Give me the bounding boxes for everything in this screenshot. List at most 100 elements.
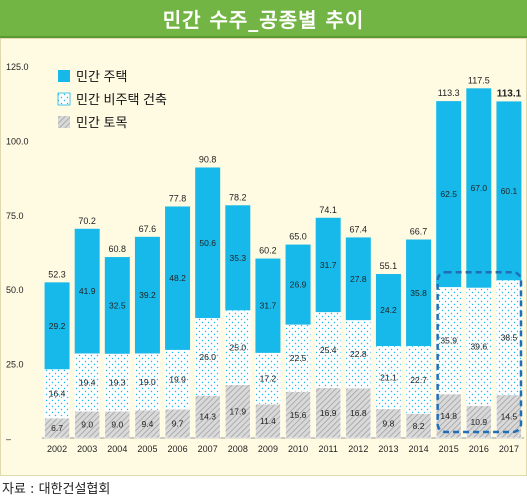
value-label-nonhousing: 19.0	[139, 377, 156, 387]
value-label-housing: 35.3	[230, 253, 247, 263]
bar-housing-2003	[74, 228, 100, 354]
value-label-housing: 41.9	[79, 286, 96, 296]
value-label-nonhousing: 25.0	[230, 343, 247, 353]
total-label: 113.3	[438, 88, 460, 98]
y-tick-label: –	[6, 434, 11, 444]
source-note: 자료 : 대한건설협회	[2, 482, 111, 497]
bar-civil-2006	[164, 408, 191, 439]
value-label-civil: 17.9	[230, 406, 247, 416]
y-tick-label: 50.0	[6, 285, 24, 295]
value-label-housing: 60.1	[501, 186, 518, 196]
bar-civil-2009	[255, 403, 281, 439]
x-tick-label: 2015	[439, 444, 459, 454]
x-tick-label: 2005	[137, 444, 157, 454]
y-tick-label: 75.0	[6, 211, 24, 221]
bar-housing-2014	[406, 239, 432, 347]
value-label-nonhousing: 19.4	[79, 377, 96, 387]
legend-label-housing: 민간 주택	[76, 69, 127, 84]
total-label: 74.1	[319, 205, 337, 215]
bar-nonhousing-2016	[466, 287, 492, 406]
value-label-civil: 6.7	[51, 423, 63, 433]
value-label-nonhousing: 25.4	[320, 345, 337, 355]
value-label-housing: 50.6	[199, 238, 216, 248]
value-label-housing: 29.2	[49, 321, 66, 331]
total-label: 55.1	[380, 261, 398, 271]
bar-civil-2015	[435, 393, 462, 439]
bar-civil-2014	[405, 413, 432, 439]
bar-housing-2009	[255, 258, 281, 353]
value-label-civil: 10.9	[471, 417, 488, 427]
value-label-nonhousing: 38.5	[501, 333, 518, 343]
value-label-nonhousing: 21.1	[380, 372, 397, 382]
value-label-housing: 24.2	[380, 305, 397, 315]
value-label-housing: 67.0	[471, 183, 488, 193]
total-label: 66.7	[410, 227, 428, 237]
value-label-civil: 14.8	[440, 411, 457, 421]
x-tick-label: 2002	[47, 444, 67, 454]
y-tick-label: 100.0	[6, 136, 29, 146]
x-tick-label: 2016	[469, 444, 489, 454]
legend-label-civil: 민간 토목	[76, 115, 127, 130]
bar-housing-2007	[195, 167, 221, 319]
value-label-housing: 39.2	[139, 290, 156, 300]
value-label-civil: 16.8	[350, 408, 367, 418]
bar-nonhousing-2017	[496, 280, 522, 396]
bar-civil-2004	[104, 410, 131, 439]
bar-housing-2006	[165, 206, 191, 350]
value-label-civil: 9.0	[111, 420, 123, 430]
highlight-box	[436, 271, 523, 434]
value-label-nonhousing: 22.8	[350, 349, 367, 359]
legend-label-nonhousing: 민간 비주택 건축	[76, 92, 167, 107]
bar-housing-2008	[225, 205, 251, 311]
bar-nonhousing-2009	[255, 352, 281, 405]
bar-housing-2015	[436, 101, 462, 288]
bar-civil-2005	[134, 409, 161, 439]
bar-housing-2017	[496, 101, 522, 281]
value-label-civil: 9.4	[142, 419, 154, 429]
value-label-nonhousing: 16.4	[49, 389, 66, 399]
total-label: 67.6	[139, 224, 157, 234]
x-tick-label: 2008	[228, 444, 248, 454]
x-tick-label: 2012	[348, 444, 368, 454]
bar-nonhousing-2008	[225, 310, 251, 385]
x-tick-label: 2006	[168, 444, 188, 454]
value-label-civil: 14.5	[501, 411, 518, 421]
value-label-housing: 31.7	[320, 260, 337, 270]
x-tick-label: 2007	[198, 444, 218, 454]
bar-nonhousing-2010	[285, 324, 311, 392]
bar-housing-2002	[44, 282, 70, 370]
bar-housing-2011	[315, 217, 341, 313]
value-label-nonhousing: 35.9	[440, 336, 457, 346]
x-tick-label: 2013	[378, 444, 398, 454]
legend-swatch-housing	[58, 70, 70, 82]
total-label: 77.8	[169, 193, 187, 203]
value-label-housing: 31.7	[260, 301, 277, 311]
bar-nonhousing-2012	[345, 319, 372, 389]
total-label: 90.8	[199, 154, 217, 164]
value-label-civil: 9.7	[172, 419, 184, 429]
bar-housing-2016	[466, 88, 492, 288]
bar-nonhousing-2002	[44, 369, 70, 419]
title-bar	[0, 0, 527, 38]
total-label: 78.2	[229, 192, 247, 202]
value-label-housing: 27.8	[350, 274, 367, 284]
value-label-housing: 62.5	[440, 189, 457, 199]
value-label-housing: 32.5	[109, 300, 126, 310]
chart-title: 민간 수주_공종별 추이	[162, 8, 365, 32]
value-label-civil: 11.4	[260, 416, 276, 426]
legend-swatch-nonhousing	[57, 92, 71, 106]
value-label-housing: 26.9	[290, 280, 307, 290]
bar-housing-2012	[345, 237, 371, 321]
value-label-housing: 48.2	[169, 273, 186, 283]
value-label-nonhousing: 39.6	[471, 342, 488, 352]
value-label-civil: 8.2	[413, 421, 425, 431]
bar-nonhousing-2005	[134, 353, 161, 411]
value-label-nonhousing: 17.2	[260, 373, 277, 383]
total-label: 113.1	[497, 88, 522, 99]
bar-nonhousing-2004	[104, 353, 131, 412]
bar-housing-2005	[134, 236, 160, 354]
total-label: 67.4	[350, 224, 368, 234]
value-label-civil: 9.0	[81, 420, 93, 430]
value-label-nonhousing: 26.0	[199, 352, 216, 362]
